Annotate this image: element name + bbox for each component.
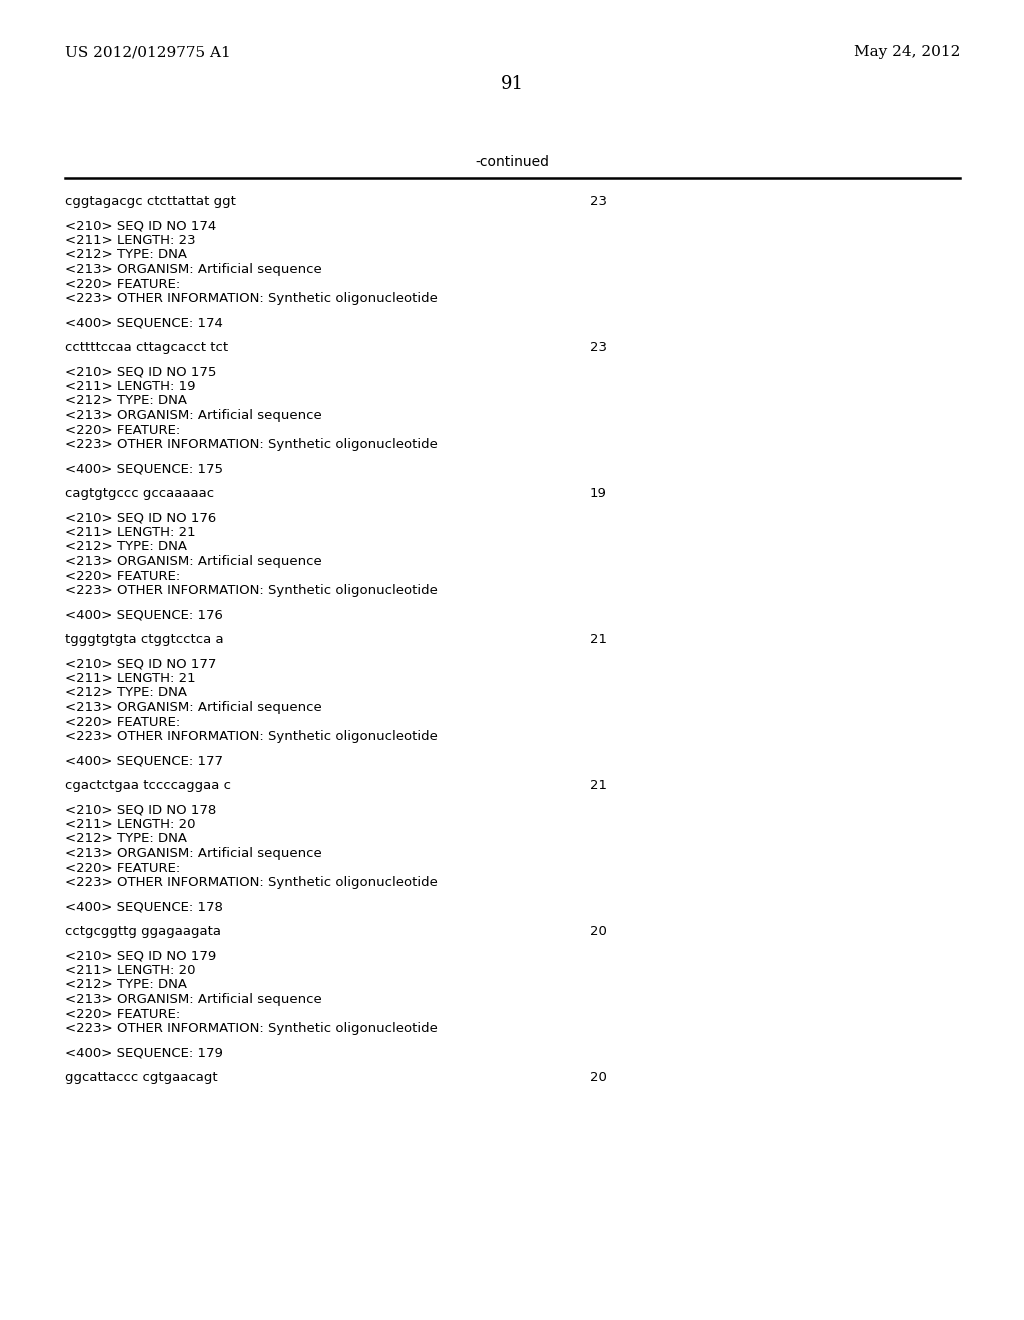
Text: ggcattaccc cgtgaacagt: ggcattaccc cgtgaacagt [65, 1071, 218, 1084]
Text: <211> LENGTH: 21: <211> LENGTH: 21 [65, 672, 196, 685]
Text: <213> ORGANISM: Artificial sequence: <213> ORGANISM: Artificial sequence [65, 409, 322, 422]
Text: <400> SEQUENCE: 175: <400> SEQUENCE: 175 [65, 462, 223, 475]
Text: <400> SEQUENCE: 176: <400> SEQUENCE: 176 [65, 609, 223, 622]
Text: <212> TYPE: DNA: <212> TYPE: DNA [65, 395, 187, 408]
Text: <212> TYPE: DNA: <212> TYPE: DNA [65, 540, 187, 553]
Text: <223> OTHER INFORMATION: Synthetic oligonucleotide: <223> OTHER INFORMATION: Synthetic oligo… [65, 730, 438, 743]
Text: <213> ORGANISM: Artificial sequence: <213> ORGANISM: Artificial sequence [65, 701, 322, 714]
Text: <210> SEQ ID NO 178: <210> SEQ ID NO 178 [65, 804, 216, 817]
Text: <223> OTHER INFORMATION: Synthetic oligonucleotide: <223> OTHER INFORMATION: Synthetic oligo… [65, 292, 438, 305]
Text: 91: 91 [501, 75, 523, 92]
Text: <211> LENGTH: 23: <211> LENGTH: 23 [65, 234, 196, 247]
Text: May 24, 2012: May 24, 2012 [854, 45, 961, 59]
Text: 23: 23 [590, 195, 607, 209]
Text: cagtgtgccc gccaaaaac: cagtgtgccc gccaaaaac [65, 487, 214, 500]
Text: cggtagacgc ctcttattat ggt: cggtagacgc ctcttattat ggt [65, 195, 236, 209]
Text: <220> FEATURE:: <220> FEATURE: [65, 862, 180, 874]
Text: <210> SEQ ID NO 179: <210> SEQ ID NO 179 [65, 949, 216, 962]
Text: cctgcggttg ggagaagata: cctgcggttg ggagaagata [65, 925, 221, 939]
Text: <210> SEQ ID NO 174: <210> SEQ ID NO 174 [65, 219, 216, 232]
Text: <211> LENGTH: 20: <211> LENGTH: 20 [65, 818, 196, 832]
Text: <212> TYPE: DNA: <212> TYPE: DNA [65, 686, 187, 700]
Text: ccttttccaa cttagcacct tct: ccttttccaa cttagcacct tct [65, 341, 228, 354]
Text: <400> SEQUENCE: 179: <400> SEQUENCE: 179 [65, 1047, 223, 1060]
Text: 21: 21 [590, 634, 607, 645]
Text: <400> SEQUENCE: 178: <400> SEQUENCE: 178 [65, 900, 223, 913]
Text: <213> ORGANISM: Artificial sequence: <213> ORGANISM: Artificial sequence [65, 554, 322, 568]
Text: <212> TYPE: DNA: <212> TYPE: DNA [65, 248, 187, 261]
Text: <223> OTHER INFORMATION: Synthetic oligonucleotide: <223> OTHER INFORMATION: Synthetic oligo… [65, 438, 438, 451]
Text: <220> FEATURE:: <220> FEATURE: [65, 277, 180, 290]
Text: US 2012/0129775 A1: US 2012/0129775 A1 [65, 45, 230, 59]
Text: <400> SEQUENCE: 174: <400> SEQUENCE: 174 [65, 317, 223, 330]
Text: <220> FEATURE:: <220> FEATURE: [65, 1007, 180, 1020]
Text: <220> FEATURE:: <220> FEATURE: [65, 715, 180, 729]
Text: <211> LENGTH: 20: <211> LENGTH: 20 [65, 964, 196, 977]
Text: <212> TYPE: DNA: <212> TYPE: DNA [65, 833, 187, 846]
Text: <213> ORGANISM: Artificial sequence: <213> ORGANISM: Artificial sequence [65, 263, 322, 276]
Text: <211> LENGTH: 19: <211> LENGTH: 19 [65, 380, 196, 393]
Text: 21: 21 [590, 779, 607, 792]
Text: 19: 19 [590, 487, 607, 500]
Text: <220> FEATURE:: <220> FEATURE: [65, 424, 180, 437]
Text: <220> FEATURE:: <220> FEATURE: [65, 569, 180, 582]
Text: <223> OTHER INFORMATION: Synthetic oligonucleotide: <223> OTHER INFORMATION: Synthetic oligo… [65, 583, 438, 597]
Text: <211> LENGTH: 21: <211> LENGTH: 21 [65, 525, 196, 539]
Text: <223> OTHER INFORMATION: Synthetic oligonucleotide: <223> OTHER INFORMATION: Synthetic oligo… [65, 1022, 438, 1035]
Text: <210> SEQ ID NO 177: <210> SEQ ID NO 177 [65, 657, 216, 671]
Text: <210> SEQ ID NO 175: <210> SEQ ID NO 175 [65, 366, 216, 379]
Text: cgactctgaa tccccaggaa c: cgactctgaa tccccaggaa c [65, 779, 231, 792]
Text: <213> ORGANISM: Artificial sequence: <213> ORGANISM: Artificial sequence [65, 847, 322, 861]
Text: 20: 20 [590, 1071, 607, 1084]
Text: <223> OTHER INFORMATION: Synthetic oligonucleotide: <223> OTHER INFORMATION: Synthetic oligo… [65, 876, 438, 888]
Text: <210> SEQ ID NO 176: <210> SEQ ID NO 176 [65, 511, 216, 524]
Text: tgggtgtgta ctggtcctca a: tgggtgtgta ctggtcctca a [65, 634, 223, 645]
Text: <212> TYPE: DNA: <212> TYPE: DNA [65, 978, 187, 991]
Text: 23: 23 [590, 341, 607, 354]
Text: <213> ORGANISM: Artificial sequence: <213> ORGANISM: Artificial sequence [65, 993, 322, 1006]
Text: <400> SEQUENCE: 177: <400> SEQUENCE: 177 [65, 755, 223, 767]
Text: 20: 20 [590, 925, 607, 939]
Text: -continued: -continued [475, 154, 549, 169]
